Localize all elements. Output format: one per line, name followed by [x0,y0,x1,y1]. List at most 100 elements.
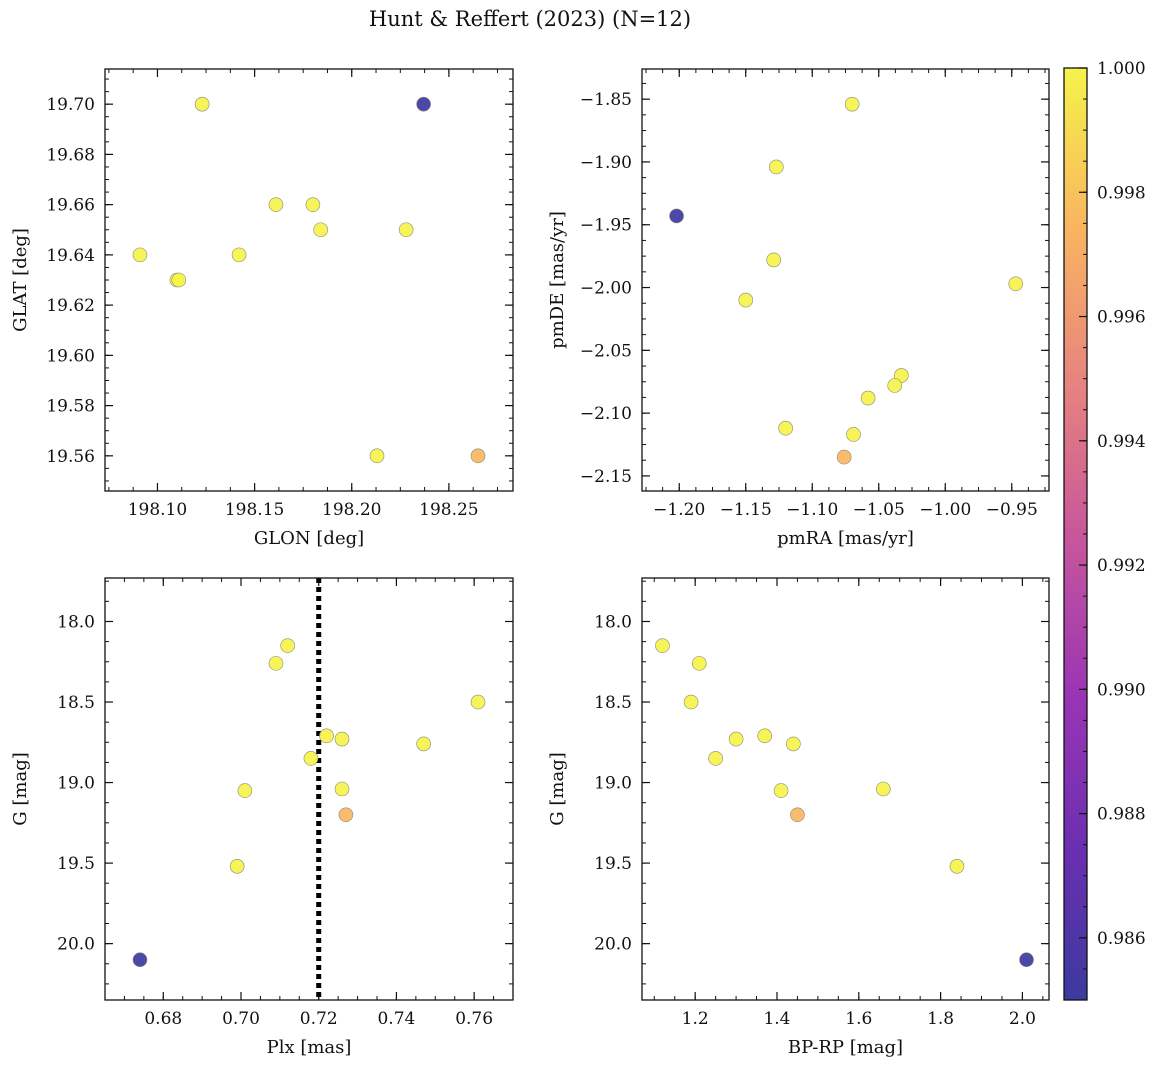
colorbar-tick-label: 0.990 [1097,680,1146,700]
y-tick-label: 19.58 [46,397,95,417]
data-point [132,247,148,263]
data-point [655,638,670,653]
y-tick-label: 18.0 [57,612,95,632]
scatter-panel-3: 0.68 0.70 0.72 0.74 0.76 18.0 18.5 19.0 19.5 20.0… [10,577,514,1058]
scatter-panel-1: 198.10 198.15 198.20 198.25 19.56 19.58 19.60 1… [10,68,514,549]
x-tick-label: 1.8 [927,1009,954,1029]
y-tick-label: 20.0 [594,935,632,955]
data-point [334,781,350,797]
data-point [778,420,793,436]
x-axis-label: GLON [deg] [254,528,364,549]
data-point [280,638,295,653]
data-point [876,781,891,797]
data-point [231,247,247,263]
x-axis-label: pmRA [mas/yr] [777,528,914,549]
data-point [237,783,253,798]
y-tick-label: −1.85 [580,90,632,110]
data-point [1008,276,1024,292]
data-point [691,656,707,671]
data-point [470,694,486,710]
x-tick-label: 198.20 [322,500,381,520]
data-point [303,751,319,766]
x-tick-label: −1.10 [786,500,838,520]
axes-frame [641,577,1050,1001]
y-tick-label: 19.0 [57,774,95,794]
data-point [949,859,965,874]
x-tick-label: 0.76 [455,1009,493,1029]
data-point [132,952,148,968]
data-point [369,448,385,464]
data-point [171,272,187,288]
colorbar-tick-label: 0.994 [1097,432,1146,452]
data-point [846,427,861,442]
y-axis-label: GLAT [deg] [10,228,31,332]
y-tick-label: 19.68 [46,145,95,165]
x-tick-label: −0.95 [986,500,1038,520]
y-tick-label: 19.62 [46,296,95,316]
axes-frame [104,68,514,492]
y-tick-label: −2.15 [580,467,632,487]
colorbar-tick-label: 0.996 [1097,308,1146,328]
data-point [313,222,328,238]
y-tick-label: −2.05 [580,341,632,361]
data-point [728,731,744,747]
data-point [836,449,852,465]
y-axis-label: G [mag] [10,752,31,825]
axes-frame [104,577,514,1001]
data-point [229,859,245,874]
y-tick-label: 18.0 [594,612,632,632]
figure-title: Hunt & Reffert (2023) (N=12) [369,7,691,31]
y-tick-label: 19.5 [57,854,95,874]
data-point [790,807,805,823]
colorbar: 0.986 0.988 0.990 0.992 0.994 0.996 0.998 1.000 [1063,59,1146,1001]
y-tick-label: 19.70 [46,95,95,115]
data-point [334,731,350,747]
colorbar-tick-label: 0.992 [1097,556,1146,576]
y-axis-label: pmDE [mas/yr] [547,211,568,349]
colorbar-tick-label: 0.988 [1097,805,1146,825]
data-point [268,197,284,212]
y-tick-label: 19.66 [46,196,95,216]
data-point [766,252,781,268]
data-point [786,736,801,752]
y-tick-label: 18.5 [594,693,632,713]
x-axis-label: Plx [mas] [267,1037,352,1058]
colorbar-tick-label: 1.000 [1097,59,1146,79]
y-tick-label: −1.95 [580,216,632,236]
colorbar-tick-label: 0.986 [1097,929,1146,949]
x-tick-label: −1.15 [720,500,772,520]
data-point [708,751,723,766]
y-tick-label: −2.00 [580,279,632,299]
data-point [268,656,284,671]
data-point [1019,952,1034,968]
x-tick-label: 0.72 [300,1009,338,1029]
axes-frame [641,68,1050,492]
y-tick-label: 19.60 [46,346,95,366]
data-point [470,448,486,464]
data-point [319,728,334,744]
scatter-panel-4: 1.2 1.4 1.6 1.8 2.0 18.0 18.5 19.0 19.5 20.0 BP-RP… [547,577,1050,1058]
x-tick-label: 198.25 [419,500,478,520]
x-tick-label: 0.74 [377,1009,415,1029]
x-tick-label: −1.05 [853,500,905,520]
data-point [887,378,903,393]
y-tick-label: −2.10 [580,404,632,424]
data-point [769,159,784,175]
data-point [844,96,860,112]
y-tick-label: 19.5 [594,854,632,874]
y-tick-label: 18.5 [57,693,95,713]
x-tick-label: 0.68 [144,1009,182,1029]
data-point [757,728,773,744]
x-tick-label: −1.00 [919,500,971,520]
data-point [416,736,431,752]
data-point [860,390,876,406]
x-tick-label: −1.20 [653,500,705,520]
y-tick-label: 20.0 [57,935,95,955]
x-tick-label: 198.10 [128,500,187,520]
scatter-panel-2: −1.20 −1.15 −1.10 −1.05 −1.00 −0.95 −2.15 −2.10… [547,68,1050,549]
data-point [194,96,210,112]
data-point [416,96,431,112]
x-tick-label: 1.6 [845,1009,872,1029]
data-point [773,783,789,798]
